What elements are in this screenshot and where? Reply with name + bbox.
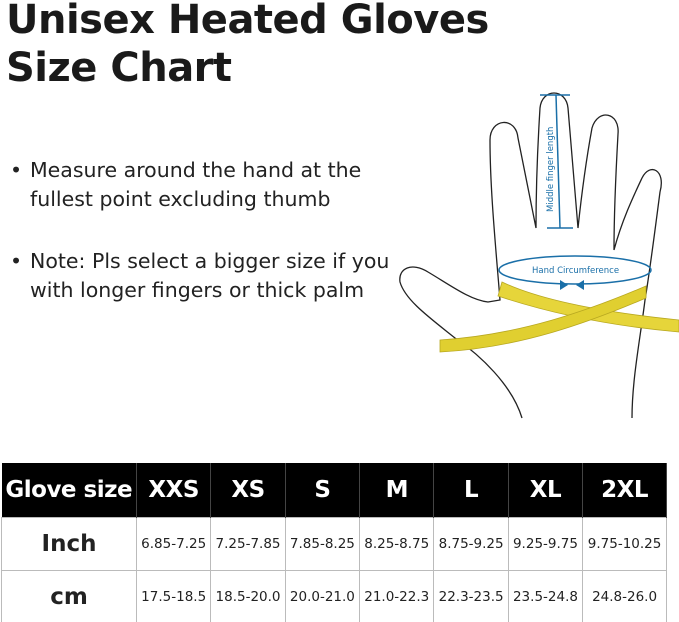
table-cell: 6.85-7.25: [135, 517, 212, 571]
header-size: XS: [210, 463, 286, 518]
size-table: Glove size XXS XS S M L XL 2XL Inch 6.85…: [1, 463, 667, 622]
measuring-tape-back: [439, 285, 647, 353]
header-size: M: [359, 463, 435, 518]
table-cell: 22.3-23.5: [433, 570, 509, 622]
instruction-note: Note: Pls select a bigger size if you wi…: [10, 247, 400, 305]
table-cell: 9.75-10.25: [582, 517, 667, 571]
table-row: cm 17.5-18.5 18.5-20.0 20.0-21.0 21.0-22…: [1, 570, 667, 622]
title-line-2: Size Chart: [6, 45, 232, 91]
header-size: S: [285, 463, 361, 518]
title-line-1: Unisex Heated Gloves: [6, 0, 489, 43]
table-cell: 21.0-22.3: [359, 570, 435, 622]
table-header-row: Glove size XXS XS S M L XL 2XL: [1, 463, 667, 518]
table-cell: 8.75-9.25: [433, 517, 509, 571]
header-size: XXS: [136, 463, 212, 518]
instructions: Measure around the hand at the fullest p…: [10, 156, 400, 338]
row-label-cm: cm: [1, 570, 137, 622]
table-cell: 24.8-26.0: [582, 570, 667, 622]
arrow-left-icon: [576, 280, 584, 290]
circumference-label: Hand Circumference: [532, 266, 619, 276]
hand-outline: [399, 92, 662, 419]
table-cell: 18.5-20.0: [210, 570, 286, 622]
header-glove-size: Glove size: [1, 463, 137, 518]
table-cell: 23.5-24.8: [507, 570, 584, 622]
finger-length-marker: [540, 94, 573, 229]
instruction-measure: Measure around the hand at the fullest p…: [10, 156, 400, 214]
table-cell: 9.25-9.75: [507, 517, 584, 571]
table-cell: 20.0-21.0: [284, 570, 361, 622]
circumference-ellipse: [498, 255, 652, 285]
row-label-inch: Inch: [1, 517, 137, 571]
finger-length-label: Middle finger length: [546, 127, 556, 212]
measuring-tape: [497, 281, 679, 333]
table-row: Inch 6.85-7.25 7.25-7.85 7.85-8.25 8.25-…: [1, 517, 667, 571]
arrow-right-icon: [560, 280, 568, 290]
table-cell: 17.5-18.5: [135, 570, 212, 622]
hand-measurement-illustration: Middle finger length Hand Circumference: [399, 92, 679, 419]
table-cell: 7.25-7.85: [210, 517, 286, 571]
table-cell: 8.25-8.75: [359, 517, 435, 571]
header-size: 2XL: [582, 463, 667, 518]
header-size: L: [433, 463, 509, 518]
header-size: XL: [508, 463, 584, 518]
page-title: Unisex Heated Gloves Size Chart: [6, 0, 489, 92]
table-cell: 7.85-8.25: [284, 517, 361, 571]
